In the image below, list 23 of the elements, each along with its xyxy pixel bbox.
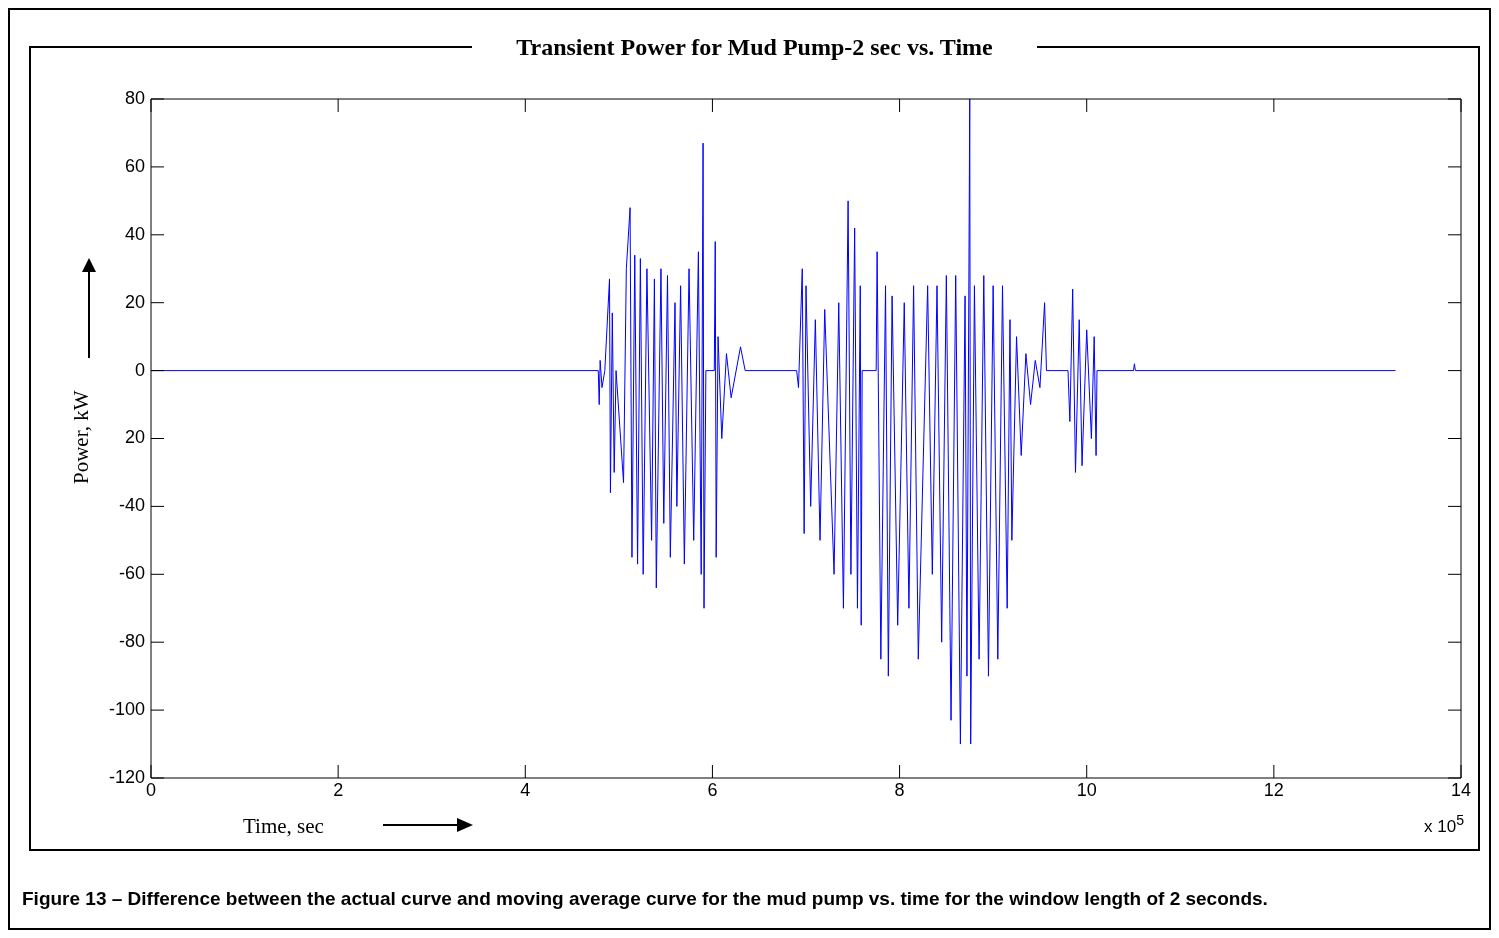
x-tick-label: 10 <box>1076 779 1097 800</box>
x-tick-label: 14 <box>1450 779 1472 800</box>
chart-title: Transient Power for Mud Pump-2 sec vs. Time <box>472 34 1037 60</box>
x-tick-label: 6 <box>707 779 718 800</box>
x-tick-label: 12 <box>1263 779 1284 800</box>
x-axis-title: Time, sec <box>243 814 324 839</box>
caption: Figure 13 – Difference between the actual curve and moving average curve for the mud pump vs. time for the window length of 2 seconds. <box>22 888 1268 910</box>
y-tick-label: 20 <box>124 291 145 312</box>
x-tick-label: 2 <box>333 779 344 800</box>
y-tick-label: 20 <box>124 427 145 448</box>
y-tick-label: 80 <box>124 87 145 108</box>
y-tick-label: -60 <box>118 563 145 584</box>
x-tick-label: 8 <box>894 779 905 800</box>
y-tick-label: 40 <box>124 223 145 244</box>
x-tick-label: 4 <box>520 779 531 800</box>
y-tick-label: -120 <box>108 766 145 787</box>
y-axis-title: Power, kW <box>69 389 94 484</box>
y-tick-label: 0 <box>134 359 145 380</box>
text: x 10$^{5}$ <box>1423 812 1464 837</box>
y-tick-label: -100 <box>108 699 145 720</box>
y-tick-label: -40 <box>118 495 145 516</box>
y-tick-label: -80 <box>118 631 145 652</box>
y-tick-label: 60 <box>124 155 145 176</box>
